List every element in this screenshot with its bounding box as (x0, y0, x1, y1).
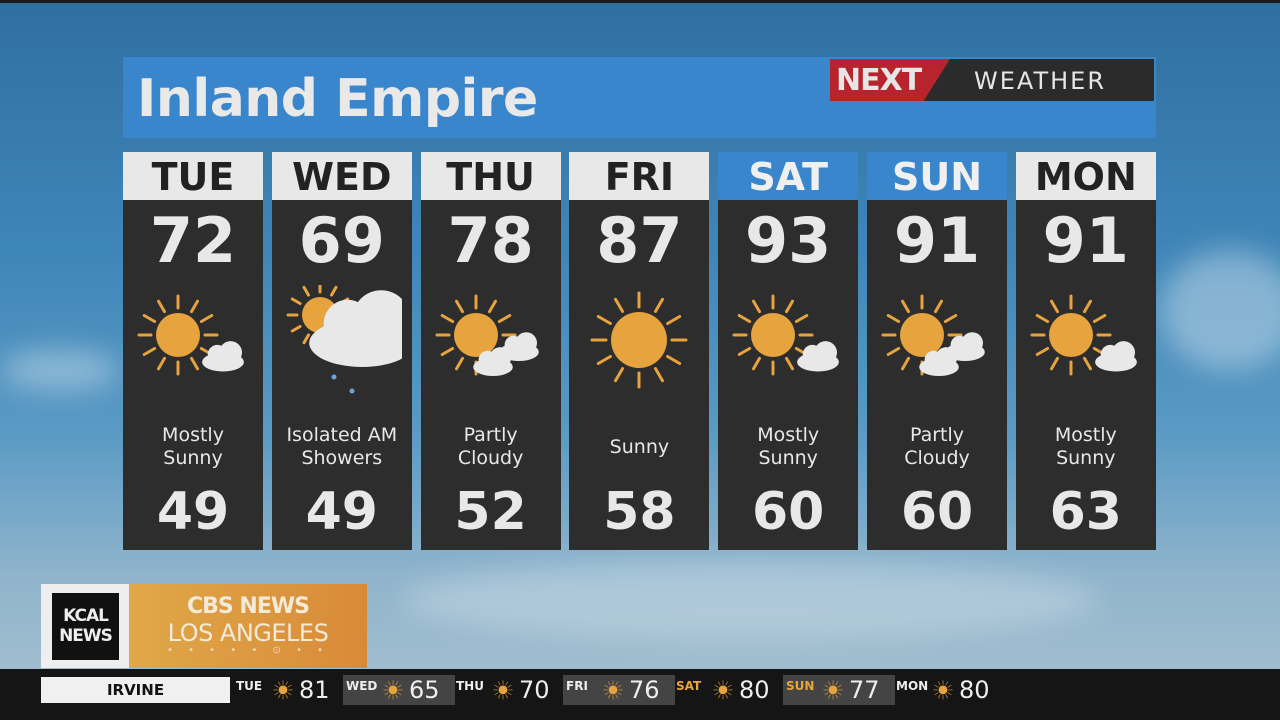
sun-icon (713, 680, 733, 700)
ticker-day-sun: SUN 77 (783, 675, 895, 705)
forecast-card: 72 Mostly Sunny 49 (123, 200, 263, 550)
forecast-card: 93 Mostly Sunny 60 (718, 200, 859, 550)
ticker-day-label: SAT (676, 679, 702, 693)
ticker-day-thu: THU 70 (453, 675, 565, 705)
ticker-day-label: TUE (236, 679, 263, 693)
mostly-sunny-icon (732, 294, 840, 376)
ticker-day-sat: SAT 80 (673, 675, 785, 705)
condition-text: Isolated AM Showers (286, 424, 398, 469)
partly-cloudy-icon (435, 294, 539, 376)
day-label: WED (271, 152, 412, 200)
condition-text: Sunny (609, 435, 670, 458)
ticker-day-label: WED (346, 679, 378, 693)
ticker-day-wed: WED 65 (343, 675, 455, 705)
forecast-card: 91 Partly Cloudy 60 (867, 200, 1007, 550)
ticker-city: IRVINE (41, 677, 230, 703)
forecast-day-tue: TUE 72 Mostly Sunny 49 (123, 152, 263, 550)
forecast-card: 78 Partly Cloudy 52 (420, 200, 561, 550)
ticker-temp: 77 (849, 676, 880, 704)
background-cloud (0, 350, 120, 390)
high-temp: 72 (149, 204, 237, 277)
sun-icon (273, 680, 293, 700)
cbs-news-la-logo: CBS NEWS LOS ANGELES • • • • • ⊙ • • (129, 584, 367, 668)
forecast-day-sat: SAT 93 Mostly Sunny 60 (718, 152, 859, 550)
logo-next: NEXT (836, 63, 922, 98)
weather-ticker: IRVINE TUE 81 WED 65 THU 70 FRI 76 SAT 80 SUN… (0, 669, 1280, 720)
ticker-temp: 80 (739, 676, 770, 704)
day-label: MON (1015, 152, 1156, 200)
network-name: CBS NEWS (187, 594, 310, 619)
forecast-day-wed: WED 69 Isolated AM Showers 49 (271, 152, 412, 550)
kcal-news-logo: KCAL NEWS (41, 584, 129, 668)
day-label: TUE (123, 152, 263, 200)
forecast-day-sun: SUN 91 Partly Cloudy 60 (867, 152, 1007, 550)
high-temp: 87 (596, 204, 683, 277)
ticker-day-mon: MON 80 (893, 675, 1005, 705)
mostly-sunny-icon (1030, 294, 1137, 376)
low-temp: 58 (603, 482, 676, 542)
partly-cloudy-icon (881, 294, 985, 376)
condition-text: Partly Cloudy (904, 424, 970, 469)
top-border (0, 0, 1280, 3)
sun-icon (493, 680, 513, 700)
low-temp: 49 (305, 482, 378, 542)
condition-text: Mostly Sunny (1054, 424, 1117, 469)
day-label: THU (420, 152, 561, 200)
sun-icon (933, 680, 953, 700)
low-temp: 52 (454, 482, 527, 542)
low-temp: 63 (1049, 482, 1122, 542)
ticker-temp: 76 (629, 676, 660, 704)
day-label: SUN (867, 152, 1007, 200)
forecast-day-thu: THU 78 Partly Cloudy 52 (420, 152, 561, 550)
sun-icon (383, 680, 403, 700)
ticker-day-label: SUN (786, 679, 815, 693)
sun-icon (823, 680, 843, 700)
sunny-icon (590, 291, 688, 389)
mostly-sunny-icon (137, 294, 244, 376)
ticker-day-tue: TUE 81 (233, 675, 345, 705)
ticker-day-fri: FRI 76 (563, 675, 675, 705)
high-temp: 69 (298, 204, 385, 277)
high-temp: 91 (1042, 204, 1129, 277)
forecast-day-mon: MON 91 Mostly Sunny 63 (1015, 152, 1156, 550)
market-name: LOS ANGELES (167, 619, 329, 647)
ticker-day-label: MON (896, 679, 929, 693)
logo-weather: WEATHER (974, 67, 1106, 95)
sun-icon (603, 680, 623, 700)
day-label: SAT (718, 152, 859, 200)
ticker-temp: 81 (299, 676, 330, 704)
forecast-card: 91 Mostly Sunny 63 (1015, 200, 1156, 550)
forecast-day-fri: FRI 87 Sunny 58 (569, 152, 710, 550)
region-title: Inland Empire (137, 69, 538, 129)
ticker-temp: 65 (409, 676, 440, 704)
low-temp: 49 (156, 482, 230, 542)
condition-text: Mostly Sunny (757, 424, 820, 469)
high-temp: 93 (745, 204, 832, 277)
forecast-card: 69 Isolated AM Showers 49 (271, 200, 412, 550)
day-label: FRI (569, 152, 710, 200)
forecast-card: 87 Sunny 58 (569, 200, 710, 550)
background-cloud (400, 560, 1100, 640)
ticker-temp: 80 (959, 676, 990, 704)
ticker-day-label: THU (456, 679, 484, 693)
showers-icon (286, 285, 402, 394)
high-temp: 91 (893, 204, 981, 277)
next-weather-logo: NEXT WEATHER (830, 59, 1154, 101)
high-temp: 78 (447, 204, 534, 277)
condition-text: Partly Cloudy (457, 424, 524, 469)
background-cloud (1160, 250, 1280, 370)
ticker-day-label: FRI (566, 679, 588, 693)
low-temp: 60 (752, 482, 825, 542)
low-temp: 60 (900, 482, 974, 542)
forecast-header: Inland Empire NEXT WEATHER (123, 57, 1156, 138)
ticker-temp: 70 (519, 676, 550, 704)
condition-text: Mostly Sunny (162, 424, 224, 469)
station-branding: KCAL NEWS CBS NEWS LOS ANGELES • • • • •… (41, 584, 367, 668)
